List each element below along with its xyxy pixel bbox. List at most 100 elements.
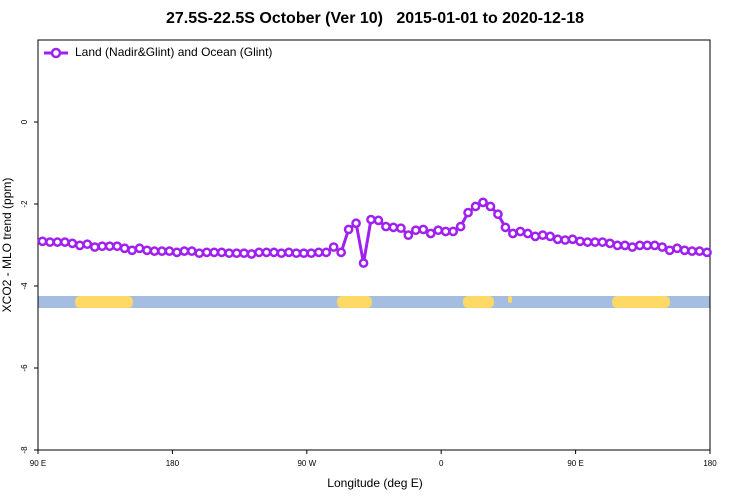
point [575,236,585,247]
point [321,247,332,258]
point [388,222,399,233]
point [112,241,122,252]
point [239,248,249,259]
point [261,247,272,258]
point [448,226,458,237]
legend-marker [50,47,62,59]
point [582,237,593,247]
land-segment [337,296,372,308]
point [254,247,264,258]
point [276,248,287,259]
land-segment [508,296,512,303]
point [620,240,630,251]
point [104,241,115,252]
y-tick-label: -4 [20,282,29,290]
point [627,242,638,252]
point [590,237,600,247]
surface-band [38,296,710,308]
point [127,245,137,256]
point [82,239,93,250]
point [142,245,152,256]
point [500,222,511,233]
point [560,235,570,245]
point [508,228,518,239]
point [209,247,220,258]
point [74,240,85,251]
point [403,230,414,241]
land-segment [75,296,133,308]
y-tick-label: -6 [20,364,29,372]
point [201,247,212,258]
point [306,248,317,259]
point [149,246,160,256]
point [164,246,175,256]
x-tick-label: 0 [439,459,444,468]
point [679,245,690,256]
point [493,209,503,220]
point [396,223,406,234]
point [381,221,391,232]
point [134,243,145,254]
point [358,258,369,268]
point [224,248,234,259]
point [545,231,556,242]
land-segment [463,296,494,308]
point [186,246,197,256]
point [485,201,496,212]
point [530,231,541,242]
point [366,214,376,225]
point [291,248,302,259]
series-line [42,200,708,264]
point [470,201,481,212]
point [298,248,309,259]
point [343,224,354,235]
y-tick-label: -2 [20,200,29,208]
point [537,230,548,241]
point [194,248,205,259]
point [425,228,436,239]
point [515,226,526,237]
x-axis-label: Longitude (deg E) [327,476,422,490]
point [657,242,668,252]
point [351,218,361,229]
point [373,215,384,226]
point [410,225,421,236]
y-tick-label: -8 [20,446,29,454]
chart-title: 27.5S-22.5S October (Ver 10) 2015-01-01 … [166,10,584,27]
point [269,247,279,258]
point [664,245,675,256]
x-tick-label: 180 [703,459,717,468]
point [522,228,533,239]
x-tick-label: 90 W [297,459,316,468]
point [612,240,623,251]
x-tick-label: 180 [166,459,180,468]
point [157,246,167,256]
point [672,243,682,254]
legend-label: Land (Nadir&Glint) and Ocean (Glint) [75,45,272,59]
x-tick-label: 90 E [30,459,46,468]
point [313,247,324,258]
point [119,243,130,254]
point [179,246,190,256]
point [634,240,645,251]
point [567,234,578,245]
point [231,248,242,259]
point [37,236,48,247]
point [67,238,78,249]
point [216,247,227,258]
point [552,234,563,245]
point [60,237,70,247]
y-axis-label: XCO2 - MLO trend (ppm) [0,178,14,313]
point [702,247,712,258]
y-tick-label: 0 [20,119,29,124]
point [45,237,55,247]
point [246,249,257,259]
point [284,247,294,258]
point [597,237,608,247]
ocean-band [38,296,710,308]
land-segment [612,296,670,308]
point [440,226,451,237]
point [172,247,182,258]
point [694,246,705,256]
